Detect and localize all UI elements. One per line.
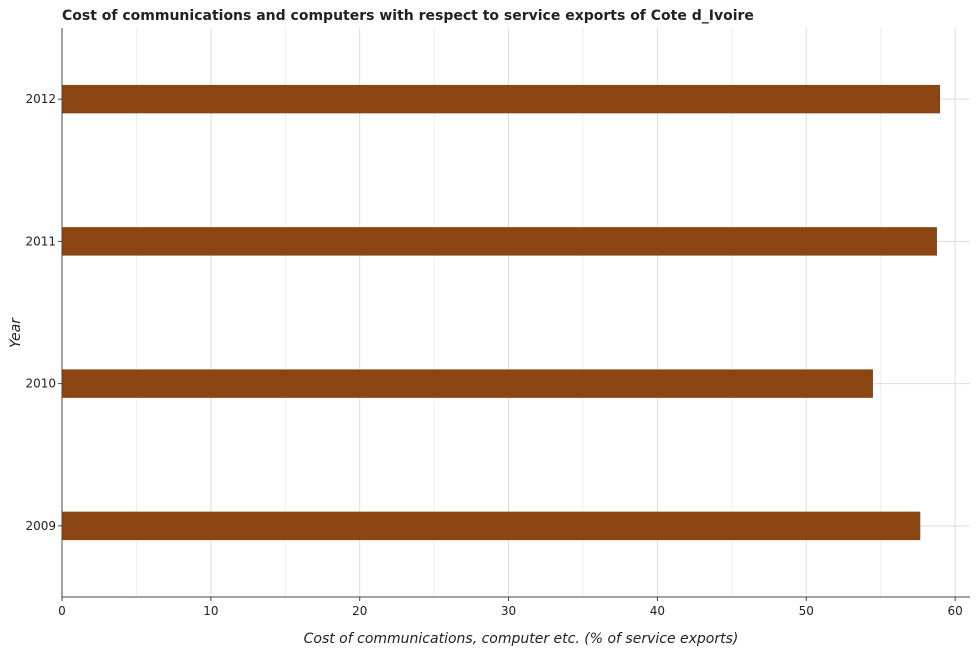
bars: [62, 84, 941, 541]
chart-title: Cost of communications and computers wit…: [62, 8, 754, 24]
x-tick-label: 20: [352, 604, 367, 618]
bar: [62, 84, 941, 114]
bar: [62, 369, 873, 398]
y-tick-label: 2011: [25, 234, 56, 248]
x-axis-title: Cost of communications, computer etc. (%…: [304, 631, 739, 647]
x-tick-label: 30: [501, 604, 516, 618]
x-tick-label: 60: [947, 604, 962, 618]
x-tick-label: 10: [203, 604, 218, 618]
y-tick-label: 2010: [25, 377, 56, 391]
x-tick-label: 50: [799, 604, 814, 618]
plot-area: [62, 28, 970, 597]
y-axis-title: Year: [8, 317, 24, 348]
y-tick-label: 2009: [25, 519, 56, 533]
bar: [62, 227, 937, 256]
bar: [62, 511, 921, 541]
grid-lines: [61, 28, 970, 597]
x-tick-labels: 0 10 20 30 40 50 60: [58, 604, 963, 618]
y-tick-label: 2012: [25, 92, 56, 106]
x-tick-label: 40: [650, 604, 665, 618]
axes: [58, 28, 970, 601]
x-tick-label: 0: [58, 604, 66, 618]
y-tick-labels: 2009 2010 2011 2012: [25, 92, 56, 533]
